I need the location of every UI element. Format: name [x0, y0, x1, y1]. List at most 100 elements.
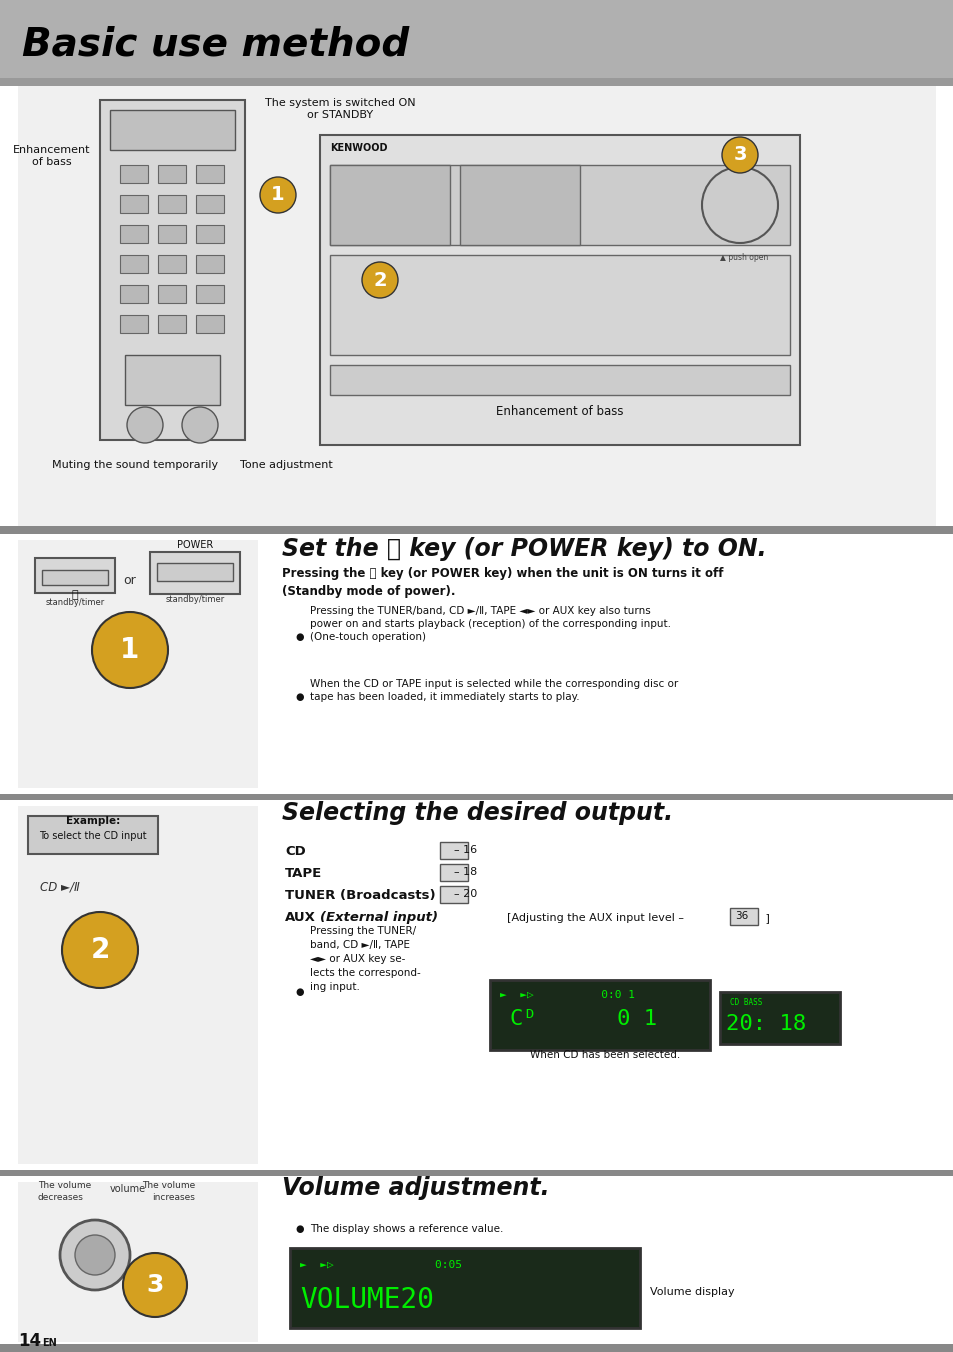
Circle shape	[260, 177, 295, 214]
Text: The display shows a reference value.: The display shows a reference value.	[310, 1224, 503, 1234]
Text: – 18: – 18	[454, 867, 476, 877]
Bar	[0, 526, 953, 534]
Text: Cᴰ      0 1: Cᴰ 0 1	[510, 1009, 657, 1029]
Bar	[18, 539, 257, 788]
Bar	[28, 817, 158, 854]
Text: 20: 18: 20: 18	[725, 1014, 805, 1034]
Text: Pressing the ⏻ key (or POWER key) when the unit is ON turns it off
(Standby mode: Pressing the ⏻ key (or POWER key) when t…	[282, 566, 722, 598]
Text: Tone adjustment: Tone adjustment	[240, 460, 333, 470]
Bar	[35, 558, 115, 594]
Bar	[195, 315, 224, 333]
Text: CD ►/Ⅱ: CD ►/Ⅱ	[40, 880, 80, 894]
Bar	[195, 224, 224, 243]
Text: Enhancement of bass: Enhancement of bass	[496, 406, 623, 418]
Bar	[18, 1182, 257, 1343]
Text: Volume adjustment.: Volume adjustment.	[282, 1176, 549, 1201]
Bar	[195, 256, 224, 273]
Text: volume: volume	[110, 1184, 146, 1194]
Bar	[158, 256, 186, 273]
Text: ●: ●	[294, 987, 303, 996]
Text: ●: ●	[294, 631, 303, 642]
Text: TUNER (Broadcasts): TUNER (Broadcasts)	[285, 890, 436, 902]
Text: – 20: – 20	[454, 890, 476, 899]
Text: ►  ►▷               0:05: ► ►▷ 0:05	[299, 1260, 461, 1270]
Text: 1: 1	[120, 635, 139, 664]
Text: KENWOOD: KENWOOD	[330, 143, 387, 153]
Bar	[110, 110, 234, 150]
Bar	[0, 1176, 953, 1344]
Text: (External input): (External input)	[319, 911, 437, 923]
Bar	[0, 800, 953, 1169]
Bar	[120, 315, 148, 333]
Bar	[0, 534, 953, 794]
Text: Muting the sound temporarily: Muting the sound temporarily	[52, 460, 218, 470]
Text: Pressing the TUNER/
band, CD ►/Ⅱ, TAPE
◄► or AUX key se-
lects the correspond-
i: Pressing the TUNER/ band, CD ►/Ⅱ, TAPE ◄…	[310, 926, 420, 992]
Circle shape	[701, 168, 778, 243]
Text: When the CD or TAPE input is selected while the corresponding disc or
tape has b: When the CD or TAPE input is selected wh…	[310, 679, 678, 702]
Text: 1: 1	[271, 185, 285, 204]
Bar	[100, 100, 245, 439]
Text: VOLUME20: VOLUME20	[299, 1286, 434, 1314]
Bar	[319, 135, 800, 445]
Text: standby/timer: standby/timer	[165, 595, 224, 604]
Bar	[330, 256, 789, 356]
Text: Enhancement
of bass: Enhancement of bass	[13, 145, 91, 166]
Bar	[490, 980, 709, 1051]
Text: CD: CD	[285, 845, 305, 859]
Bar	[290, 1248, 639, 1328]
Text: 2: 2	[91, 936, 110, 964]
Bar	[42, 571, 108, 585]
Bar	[325, 141, 444, 160]
Text: ►  ►▷          0:0 1: ► ►▷ 0:0 1	[499, 990, 635, 1000]
Text: When CD has been selected.: When CD has been selected.	[530, 1051, 679, 1060]
Circle shape	[60, 1220, 130, 1290]
Text: 36: 36	[735, 911, 748, 921]
Text: AUX: AUX	[285, 911, 315, 923]
Circle shape	[62, 913, 138, 988]
Text: TAPE: TAPE	[285, 867, 322, 880]
Bar	[729, 909, 758, 925]
Bar	[195, 195, 224, 214]
Bar	[720, 992, 840, 1044]
Circle shape	[182, 407, 218, 443]
Text: Pressing the TUNER/band, CD ►/Ⅱ, TAPE ◄► or AUX key also turns
power on and star: Pressing the TUNER/band, CD ►/Ⅱ, TAPE ◄►…	[310, 606, 670, 642]
Text: ]: ]	[761, 913, 769, 923]
Bar	[195, 285, 224, 303]
Bar	[439, 864, 468, 882]
Bar	[439, 842, 468, 859]
Circle shape	[91, 612, 168, 688]
Text: 2: 2	[373, 270, 386, 289]
Text: ▲ push open: ▲ push open	[720, 253, 767, 262]
Bar	[330, 165, 450, 245]
Bar	[459, 165, 579, 245]
Bar	[0, 1169, 953, 1176]
Bar	[0, 794, 953, 800]
Bar	[120, 224, 148, 243]
Bar	[158, 195, 186, 214]
Bar	[0, 0, 953, 78]
Text: Set the ⏻ key (or POWER key) to ON.: Set the ⏻ key (or POWER key) to ON.	[282, 537, 766, 561]
Bar	[150, 552, 240, 594]
Bar	[439, 886, 468, 903]
Text: Example:: Example:	[66, 817, 120, 826]
Text: Selecting the desired output.: Selecting the desired output.	[282, 800, 673, 825]
Text: ⏻: ⏻	[71, 589, 78, 600]
Bar	[158, 165, 186, 183]
Text: 14: 14	[18, 1332, 41, 1351]
Circle shape	[361, 262, 397, 297]
Bar	[18, 806, 257, 1164]
Bar	[330, 165, 789, 245]
Bar	[158, 224, 186, 243]
Bar	[120, 165, 148, 183]
Bar	[330, 365, 789, 395]
Text: – 16: – 16	[454, 845, 476, 854]
Text: 3: 3	[733, 146, 746, 165]
Text: ●: ●	[294, 692, 303, 702]
Circle shape	[75, 1234, 115, 1275]
Text: ●: ●	[294, 1224, 303, 1234]
Circle shape	[123, 1253, 187, 1317]
Text: standby/timer: standby/timer	[46, 598, 105, 607]
Bar	[195, 165, 224, 183]
Text: or: or	[124, 573, 136, 587]
Bar	[158, 285, 186, 303]
